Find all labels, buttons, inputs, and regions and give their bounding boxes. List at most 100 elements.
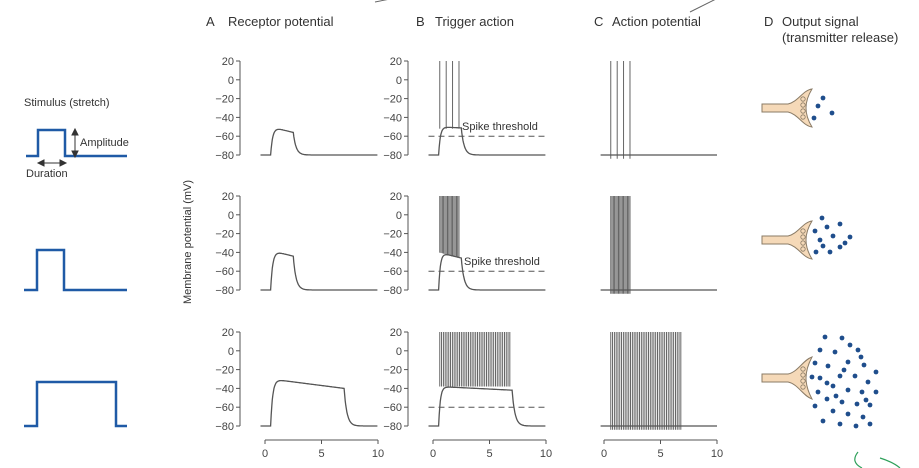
top-connector-left bbox=[374, 0, 388, 3]
transmitter-dot bbox=[830, 233, 836, 239]
transmitter-dot bbox=[837, 421, 843, 427]
vesicle bbox=[800, 228, 806, 234]
transmitter-dot bbox=[809, 374, 815, 380]
transmitter-dot bbox=[833, 393, 839, 399]
col-c-letter: C bbox=[594, 14, 603, 29]
vesicle bbox=[800, 108, 806, 114]
y-tick-label: 0 bbox=[396, 346, 402, 358]
vesicle bbox=[800, 102, 806, 108]
trigger-zone-trace bbox=[428, 254, 546, 291]
stimulus-title: Stimulus (stretch) bbox=[24, 97, 110, 109]
stimulus-annotations bbox=[36, 127, 79, 167]
axon-terminal bbox=[761, 88, 813, 128]
transmitter-dot bbox=[863, 397, 869, 403]
x-tick-label: 5 bbox=[657, 448, 663, 460]
x-tick-label: 0 bbox=[601, 448, 607, 460]
terminal-bulb bbox=[761, 356, 814, 400]
transmitter-dot bbox=[820, 243, 826, 249]
transmitter-dot bbox=[852, 373, 858, 379]
transmitter-dot bbox=[847, 234, 853, 240]
receptor-potential-trace bbox=[260, 128, 378, 156]
transmitter-dot bbox=[860, 414, 866, 420]
threshold-label-row1: Spike threshold bbox=[462, 121, 538, 133]
transmitter-dot bbox=[867, 421, 873, 427]
col-d-subtitle: (transmitter release) bbox=[782, 30, 898, 45]
voltage-traces bbox=[260, 61, 717, 430]
transmitter-dot bbox=[859, 389, 865, 395]
vesicle bbox=[800, 246, 806, 252]
transmitter-dot bbox=[812, 228, 818, 234]
y-tick-label: −60 bbox=[215, 266, 234, 278]
y-tick-label: −80 bbox=[383, 285, 402, 297]
transmitter-dot bbox=[832, 349, 838, 355]
y-tick-label: −60 bbox=[383, 402, 402, 414]
panel-axes: 20 0 −20 −40 −60 −80 20 0 −20 −40 −60 −80 20 0 −20 −40 −… bbox=[215, 56, 723, 460]
y-tick-label: −40 bbox=[215, 247, 234, 259]
duration-label: Duration bbox=[26, 168, 68, 180]
transmitter-dot bbox=[824, 224, 830, 230]
transmitter-dot bbox=[825, 363, 831, 369]
y-tick-label: −60 bbox=[383, 266, 402, 278]
y-tick-label: −20 bbox=[215, 365, 234, 377]
transmitter-dot bbox=[817, 237, 823, 243]
top-connector-right bbox=[689, 0, 716, 13]
transmitter-dot bbox=[827, 249, 833, 255]
receptor-potential-trace bbox=[260, 252, 378, 291]
y-tick-label: −80 bbox=[215, 285, 234, 297]
vesicle bbox=[800, 384, 806, 390]
transmitter-dot bbox=[820, 418, 826, 424]
y-tick-label: −40 bbox=[215, 112, 234, 124]
threshold-label-row2: Spike threshold bbox=[464, 256, 540, 268]
transmitter-dot bbox=[861, 362, 867, 368]
y-tick-label: −20 bbox=[383, 94, 402, 106]
transmitter-dot bbox=[837, 221, 843, 227]
terminal-bulb bbox=[761, 88, 813, 128]
transmitter-dot bbox=[842, 240, 848, 246]
output-terminals bbox=[761, 88, 879, 429]
transmitter-dot bbox=[815, 389, 821, 395]
transmitter-dot bbox=[845, 411, 851, 417]
vesicle bbox=[800, 234, 806, 240]
transmitter-dot bbox=[817, 375, 823, 381]
y-tick-label: 0 bbox=[228, 75, 234, 87]
col-c-title: Action potential bbox=[612, 14, 701, 29]
trigger-zone-trace bbox=[428, 386, 546, 427]
col-d-letter: D bbox=[764, 14, 773, 29]
transmitter-dot bbox=[855, 347, 861, 353]
transmitter-dot bbox=[830, 408, 836, 414]
y-tick-label: 0 bbox=[228, 210, 234, 222]
transmitter-dot bbox=[841, 367, 847, 373]
y-tick-label: −80 bbox=[215, 150, 234, 162]
transmitter-dot bbox=[812, 403, 818, 409]
transmitter-dot bbox=[829, 110, 835, 116]
transmitter-dot bbox=[824, 396, 830, 402]
axon-terminal bbox=[761, 356, 814, 400]
y-tick-label: 20 bbox=[390, 327, 402, 339]
x-tick-label: 5 bbox=[486, 448, 492, 460]
transmitter-dot bbox=[837, 373, 843, 379]
transmitter-dot bbox=[839, 335, 845, 341]
transmitter-dot bbox=[847, 342, 853, 348]
transmitter-dot bbox=[817, 347, 823, 353]
transmitter-dot bbox=[845, 387, 851, 393]
col-d-title: Output signal bbox=[782, 14, 859, 29]
transmitter-dot bbox=[854, 401, 860, 407]
transmitter-dot bbox=[865, 379, 871, 385]
transmitter-dot bbox=[820, 95, 826, 101]
col-a-title: Receptor potential bbox=[228, 14, 334, 29]
col-b-letter: B bbox=[416, 14, 425, 29]
y-tick-label: −60 bbox=[215, 402, 234, 414]
y-tick-label: 0 bbox=[228, 346, 234, 358]
y-tick-label: −20 bbox=[383, 229, 402, 241]
x-tick-label: 0 bbox=[262, 448, 268, 460]
amplitude-label: Amplitude bbox=[80, 137, 129, 149]
transmitter-dot bbox=[858, 354, 864, 360]
y-tick-label: 0 bbox=[396, 210, 402, 222]
transmitter-dot bbox=[867, 402, 873, 408]
vesicle bbox=[800, 378, 806, 384]
x-tick-label: 10 bbox=[372, 448, 384, 460]
trigger-zone-trace bbox=[428, 126, 546, 156]
y-tick-label: −80 bbox=[383, 150, 402, 162]
transmitter-dot bbox=[837, 244, 843, 250]
